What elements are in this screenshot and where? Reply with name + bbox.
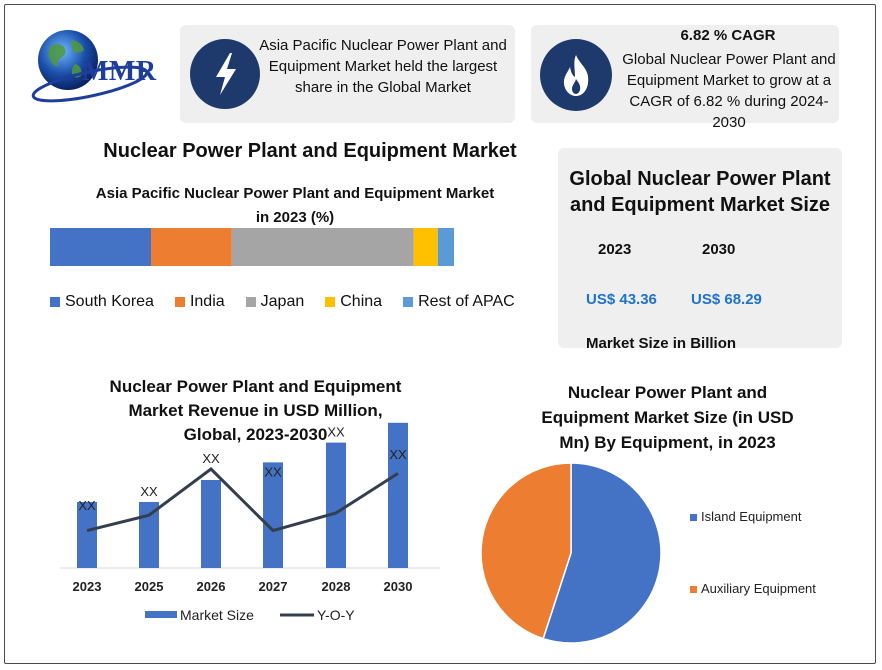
bar-data-label: XX xyxy=(202,451,220,466)
legend-label-yoy: Y-O-Y xyxy=(317,607,355,623)
apac-legend: South Korea India Japan China Rest of AP… xyxy=(50,293,536,311)
equipment-pie-chart: Island Equipment Auxiliary Equipment xyxy=(480,462,816,644)
bar-data-label: XX xyxy=(78,498,96,513)
cagr-text: Global Nuclear Power Plant and Equipment… xyxy=(622,51,836,131)
legend-item-rest-of-apac: Rest of APAC xyxy=(403,293,515,311)
legend-swatch xyxy=(403,297,414,307)
mmr-logo: MMR xyxy=(20,22,185,122)
logo-text: MMR xyxy=(82,56,157,87)
pie-slice-island-equipment xyxy=(542,462,662,644)
market-size-value-2023: US$ 43.36 xyxy=(586,291,657,308)
globe-icon xyxy=(31,30,149,103)
stacked-segment-china xyxy=(413,228,438,266)
x-tick-label: 2023 xyxy=(73,579,102,594)
legend-item-south-korea: South Korea xyxy=(50,293,154,311)
market-size-year-2030: 2030 xyxy=(702,241,736,258)
revenue-chart-title: Nuclear Power Plant and Equipment Market… xyxy=(98,375,413,447)
pie-legend-swatch xyxy=(690,586,697,593)
pie-chart-title: Nuclear Power Plant and Equipment Market… xyxy=(530,380,805,455)
apac-share-text: Asia Pacific Nuclear Power Plant and Equ… xyxy=(259,37,507,96)
apac-chart-title: Asia Pacific Nuclear Power Plant and Equ… xyxy=(95,182,495,230)
pie-chart-title-text: Nuclear Power Plant and Equipment Market… xyxy=(541,383,794,452)
legend-label: India xyxy=(189,293,225,310)
bar-2030 xyxy=(388,422,408,568)
legend-item-japan: Japan xyxy=(245,293,305,311)
x-tick-label: 2028 xyxy=(322,579,351,594)
market-size-year-2023: 2023 xyxy=(598,241,632,258)
revenue-chart-title-text: Nuclear Power Plant and Equipment Market… xyxy=(109,377,402,444)
cagr-title: 6.82 % CAGR xyxy=(680,27,776,44)
x-tick-label: 2027 xyxy=(259,579,288,594)
pie-slice-auxiliary-equipment xyxy=(480,462,572,640)
cagr-card: 6.82 % CAGR Global Nuclear Power Plant a… xyxy=(531,25,839,131)
apac-share-card: Asia Pacific Nuclear Power Plant and Equ… xyxy=(180,25,515,123)
lightning-icon xyxy=(190,39,260,109)
market-size-unit: Market Size in Billion xyxy=(586,335,737,352)
apac-chart-title-text: Asia Pacific Nuclear Power Plant and Equ… xyxy=(95,185,495,226)
market-size-box: Global Nuclear Power Plant and Equipment… xyxy=(558,148,842,352)
legend-swatch xyxy=(245,297,256,307)
infographic-frame xyxy=(4,4,876,664)
legend-label: China xyxy=(340,293,383,310)
stacked-segment-india xyxy=(151,228,232,266)
legend-swatch xyxy=(174,297,185,307)
bar-2027 xyxy=(263,462,283,568)
x-tick-label: 2026 xyxy=(197,579,226,594)
bar-2026 xyxy=(201,480,221,568)
stacked-segment-south-korea xyxy=(50,228,151,266)
legend-swatch xyxy=(50,297,60,307)
legend-item-india: India xyxy=(174,293,225,311)
legend-label-market-size: Market Size xyxy=(180,607,254,623)
stacked-segment-rest-of-apac xyxy=(437,228,454,266)
bar-data-label: XX xyxy=(389,447,407,462)
bar-data-label: XX xyxy=(327,425,345,440)
bar-data-label: XX xyxy=(264,464,282,479)
main-title: Nuclear Power Plant and Equipment Market xyxy=(103,140,517,162)
legend-label: Japan xyxy=(260,293,305,310)
x-tick-label: 2025 xyxy=(135,579,164,594)
market-size-title: Global Nuclear Power Plant and Equipment… xyxy=(569,168,831,216)
bar-data-label: XX xyxy=(140,484,158,499)
legend-swatch-market-size xyxy=(145,611,177,618)
legend-item-china: China xyxy=(325,293,382,311)
yoy-line xyxy=(86,467,399,533)
pie-legend-label: Auxiliary Equipment xyxy=(701,581,816,596)
bar-2023 xyxy=(77,502,97,568)
market-size-value-2030: US$ 68.29 xyxy=(691,291,762,308)
apac-stacked-bar-chart xyxy=(50,228,454,266)
stacked-segment-japan xyxy=(231,228,414,266)
flame-icon xyxy=(540,39,612,111)
legend-swatch xyxy=(325,297,336,307)
bar-2025 xyxy=(139,502,159,568)
pie-legend-label: Island Equipment xyxy=(701,509,802,524)
legend-label: South Korea xyxy=(65,293,154,310)
legend-label: Rest of APAC xyxy=(418,293,515,310)
revenue-combo-chart: XX XX XX XX XX XX 2023 2025 2026 2027 2028 2030 Mark… xyxy=(60,422,440,623)
bar-2028 xyxy=(326,442,346,568)
pie-legend-swatch xyxy=(690,514,697,521)
x-tick-label: 2030 xyxy=(384,579,413,594)
